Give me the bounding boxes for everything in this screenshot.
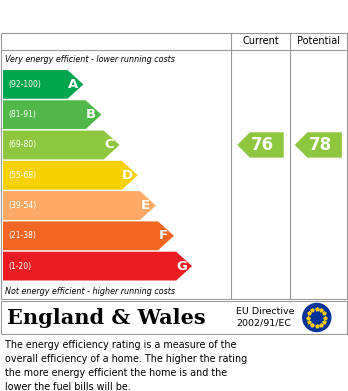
Text: E: E — [141, 199, 150, 212]
Text: (69-80): (69-80) — [8, 140, 36, 149]
Text: B: B — [86, 108, 96, 121]
Polygon shape — [3, 191, 156, 220]
Text: G: G — [176, 260, 187, 273]
Polygon shape — [3, 161, 138, 190]
Text: 76: 76 — [251, 136, 274, 154]
Text: 78: 78 — [309, 136, 332, 154]
Text: Very energy efficient - lower running costs: Very energy efficient - lower running co… — [5, 56, 175, 65]
Circle shape — [303, 303, 331, 332]
Text: F: F — [159, 229, 168, 242]
Polygon shape — [295, 132, 342, 158]
Polygon shape — [3, 221, 174, 250]
Polygon shape — [3, 131, 120, 160]
Text: Potential: Potential — [297, 36, 340, 46]
Polygon shape — [3, 252, 192, 280]
Text: EU Directive
2002/91/EC: EU Directive 2002/91/EC — [236, 307, 295, 328]
Text: (55-68): (55-68) — [8, 171, 36, 180]
Text: (39-54): (39-54) — [8, 201, 36, 210]
Text: (92-100): (92-100) — [8, 80, 41, 89]
Polygon shape — [3, 70, 84, 99]
Text: England & Wales: England & Wales — [7, 307, 206, 328]
Text: (81-91): (81-91) — [8, 110, 36, 119]
Text: C: C — [104, 138, 114, 151]
Polygon shape — [3, 100, 102, 129]
Text: Current: Current — [242, 36, 279, 46]
Text: (1-20): (1-20) — [8, 262, 31, 271]
Text: Not energy efficient - higher running costs: Not energy efficient - higher running co… — [5, 287, 175, 296]
Polygon shape — [237, 132, 284, 158]
Text: A: A — [68, 78, 78, 91]
Text: D: D — [122, 169, 133, 182]
Text: Energy Efficiency Rating: Energy Efficiency Rating — [9, 9, 230, 23]
Text: The energy efficiency rating is a measure of the
overall efficiency of a home. T: The energy efficiency rating is a measur… — [5, 340, 247, 391]
Text: (21-38): (21-38) — [8, 231, 36, 240]
